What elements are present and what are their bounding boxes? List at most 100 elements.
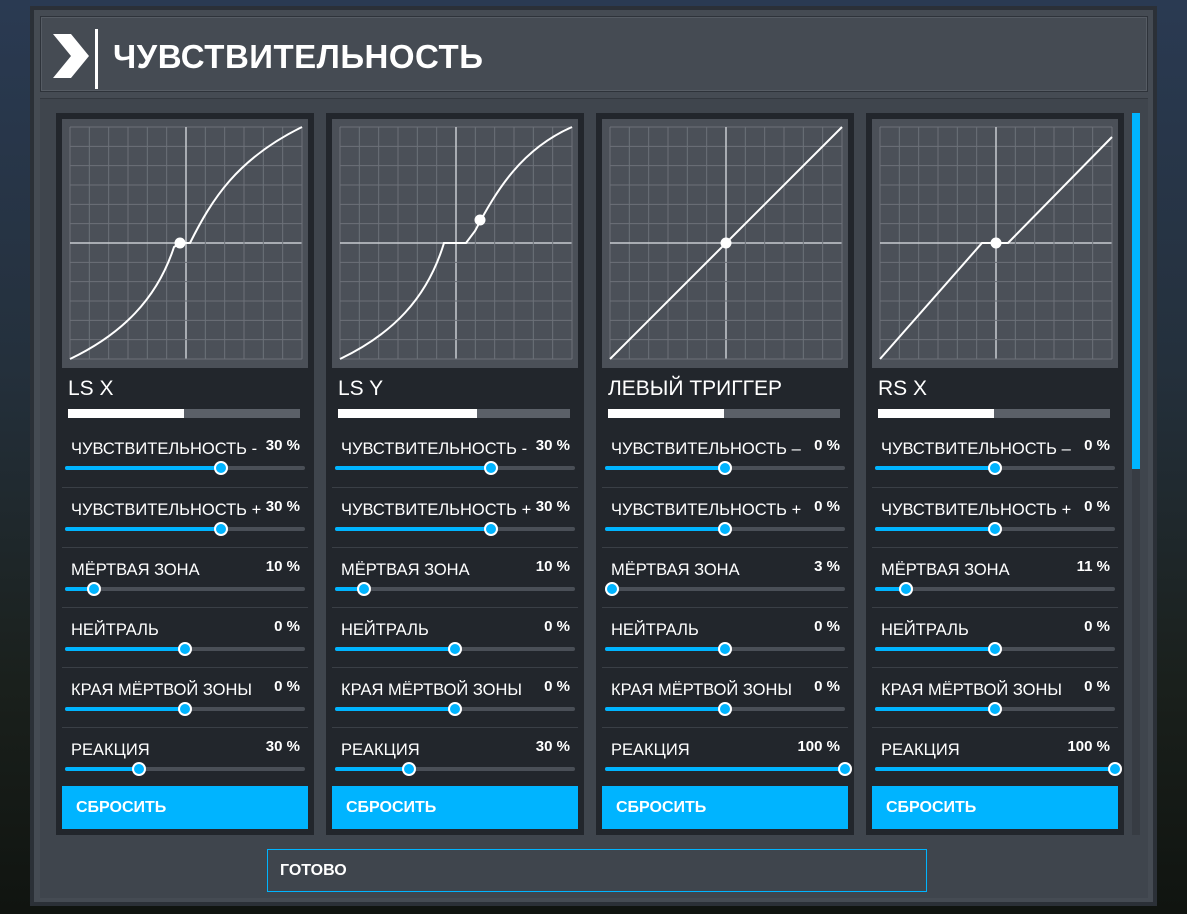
slider-handle[interactable]	[484, 461, 498, 475]
slider-handle[interactable]	[178, 702, 192, 716]
slider-handle[interactable]	[178, 642, 192, 656]
slider-handle[interactable]	[402, 762, 417, 776]
scrollbar-thumb[interactable]	[1132, 113, 1140, 469]
setting-label: ЧУВСТВИТЕЛЬНОСТЬ +	[71, 501, 262, 519]
dialog-header: ЧУВСТВИТЕЛЬНОСТЬ	[40, 16, 1148, 92]
slider-handle[interactable]	[448, 702, 462, 716]
slider-fill	[605, 466, 725, 470]
slider-handle[interactable]	[1108, 762, 1122, 776]
axis-tab-bar[interactable]	[608, 409, 840, 418]
setting-value: 30 %	[265, 437, 300, 454]
slider-handle[interactable]	[899, 582, 914, 596]
setting-value: 30 %	[535, 498, 570, 515]
setting-slider[interactable]	[335, 642, 575, 656]
axis-tab-bar[interactable]	[338, 409, 570, 418]
setting-value: 0 %	[814, 678, 840, 695]
page-title: ЧУВСТВИТЕЛЬНОСТЬ	[113, 38, 484, 75]
setting-row: МЁРТВАЯ ЗОНА 11 %	[872, 547, 1118, 606]
axis-name: LS Y	[338, 377, 384, 400]
setting-label: РЕАКЦИЯ	[71, 741, 150, 759]
scrollbar[interactable]	[1132, 113, 1140, 835]
setting-slider[interactable]	[875, 461, 1115, 475]
setting-label: РЕАКЦИЯ	[611, 741, 690, 759]
axis-tab-active[interactable]	[338, 409, 477, 418]
setting-slider[interactable]	[65, 582, 305, 596]
setting-slider[interactable]	[605, 762, 852, 776]
setting-slider[interactable]	[875, 642, 1115, 656]
slider-handle[interactable]	[718, 702, 732, 716]
setting-slider[interactable]	[605, 642, 845, 656]
axis-tab-active[interactable]	[608, 409, 724, 418]
setting-slider[interactable]	[875, 762, 1122, 776]
setting-row: ЧУВСТВИТЕЛЬНОСТЬ - 30 %	[62, 427, 308, 486]
setting-slider[interactable]	[65, 702, 305, 716]
reset-button[interactable]: СБРОСИТЬ	[332, 786, 578, 829]
setting-value: 0 %	[544, 618, 570, 635]
slider-handle[interactable]	[988, 461, 1002, 475]
setting-row: ЧУВСТВИТЕЛЬНОСТЬ – 0 %	[872, 427, 1118, 486]
setting-value: 10 %	[535, 558, 570, 575]
setting-label: РЕАКЦИЯ	[341, 741, 420, 759]
axis-name: RS X	[878, 377, 928, 400]
reset-button[interactable]: СБРОСИТЬ	[602, 786, 848, 829]
slider-handle[interactable]	[718, 461, 732, 475]
setting-slider[interactable]	[335, 762, 575, 776]
setting-slider[interactable]	[875, 702, 1115, 716]
axis-tab-active[interactable]	[68, 409, 184, 418]
setting-value: 100 %	[1067, 738, 1110, 755]
slider-handle[interactable]	[356, 582, 371, 596]
slider-handle[interactable]	[214, 522, 228, 536]
setting-slider[interactable]	[875, 522, 1115, 536]
setting-slider[interactable]	[65, 461, 305, 475]
slider-handle[interactable]	[988, 702, 1002, 716]
input-position-dot	[474, 214, 486, 226]
response-curve-graph	[872, 119, 1118, 368]
axis-tab-bar[interactable]	[878, 409, 1110, 418]
setting-slider[interactable]	[65, 522, 305, 536]
slider-handle[interactable]	[132, 762, 147, 776]
setting-slider[interactable]	[605, 461, 845, 475]
setting-label: ЧУВСТВИТЕЛЬНОСТЬ +	[611, 501, 802, 519]
setting-slider[interactable]	[605, 702, 845, 716]
axis-tab-active[interactable]	[878, 409, 994, 418]
axis-card-3: ЛЕВЫЙ ТРИГГЕР ЧУВСТВИТЕЛЬНОСТЬ –0 % ЧУВСТВ…	[596, 113, 854, 835]
slider-fill	[875, 647, 995, 651]
slider-handle[interactable]	[838, 762, 852, 776]
slider-handle[interactable]	[214, 461, 228, 475]
setting-slider[interactable]	[335, 702, 575, 716]
slider-handle[interactable]	[718, 522, 732, 536]
slider-handle[interactable]	[484, 522, 498, 536]
slider-fill	[875, 466, 995, 470]
setting-slider[interactable]	[875, 582, 1115, 596]
input-position-dot	[720, 237, 732, 249]
setting-slider[interactable]	[335, 582, 575, 596]
axis-name: ЛЕВЫЙ ТРИГГЕР	[608, 377, 782, 400]
slider-handle[interactable]	[988, 642, 1002, 656]
setting-slider[interactable]	[65, 642, 305, 656]
slider-fill	[335, 527, 491, 531]
response-curve-graph	[62, 119, 308, 368]
setting-value: 30 %	[535, 437, 570, 454]
done-button[interactable]: ГОТОВО	[267, 849, 927, 892]
reset-button[interactable]: СБРОСИТЬ	[62, 786, 308, 829]
slider-handle[interactable]	[86, 582, 101, 596]
slider-fill	[335, 466, 491, 470]
slider-fill	[875, 587, 907, 591]
reset-button[interactable]: СБРОСИТЬ	[872, 786, 1118, 829]
setting-slider[interactable]	[335, 522, 575, 536]
slider-fill	[875, 707, 995, 711]
setting-slider[interactable]	[605, 522, 845, 536]
setting-label: МЁРТВАЯ ЗОНА	[611, 561, 740, 579]
slider-handle[interactable]	[448, 642, 462, 656]
slider-handle[interactable]	[988, 522, 1002, 536]
setting-slider[interactable]	[65, 762, 305, 776]
axis-card-4: RS X ЧУВСТВИТЕЛЬНОСТЬ –0 % ЧУВСТВИТЕЛЬНОСТ…	[866, 113, 1124, 835]
setting-slider[interactable]	[605, 582, 845, 596]
setting-value: 0 %	[814, 437, 840, 454]
slider-handle[interactable]	[605, 582, 620, 596]
slider-fill	[65, 587, 94, 591]
axis-tab-bar[interactable]	[68, 409, 300, 418]
slider-handle[interactable]	[718, 642, 732, 656]
slider-fill	[605, 527, 725, 531]
setting-slider[interactable]	[335, 461, 575, 475]
